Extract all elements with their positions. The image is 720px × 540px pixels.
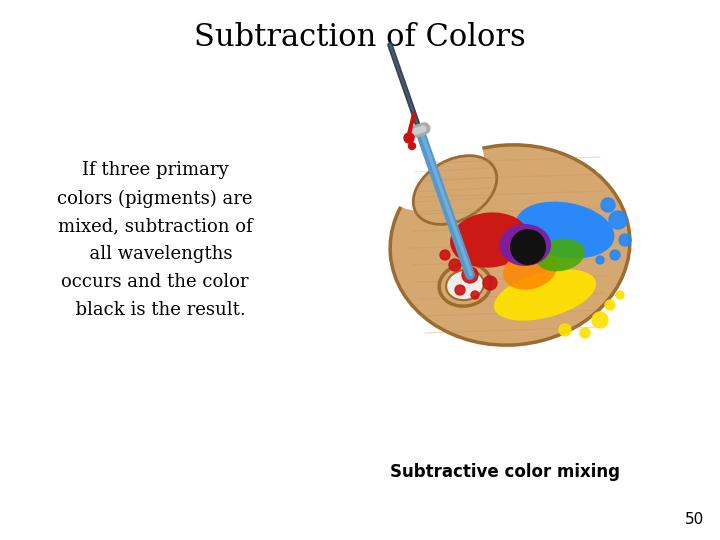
Circle shape [605, 300, 615, 310]
Ellipse shape [376, 119, 484, 211]
Text: Subtractive color mixing: Subtractive color mixing [390, 463, 620, 481]
Text: If three primary
colors (pigments) are
mixed, subtraction of
  all wavelengths
o: If three primary colors (pigments) are m… [58, 161, 253, 319]
Circle shape [471, 291, 479, 299]
Circle shape [510, 229, 546, 265]
Circle shape [596, 256, 604, 264]
Circle shape [619, 234, 631, 246]
Ellipse shape [446, 270, 484, 300]
Ellipse shape [535, 239, 585, 271]
Ellipse shape [439, 264, 491, 306]
Circle shape [449, 259, 461, 271]
Circle shape [440, 250, 450, 260]
Circle shape [408, 143, 415, 150]
Circle shape [559, 324, 571, 336]
Ellipse shape [494, 269, 596, 321]
Ellipse shape [450, 212, 530, 268]
Ellipse shape [503, 251, 557, 289]
Circle shape [462, 267, 478, 283]
Circle shape [404, 133, 414, 143]
Circle shape [616, 291, 624, 299]
Circle shape [609, 211, 627, 229]
Circle shape [592, 312, 608, 328]
Text: 50: 50 [685, 512, 705, 528]
Circle shape [601, 198, 615, 212]
Text: Subtraction of Colors: Subtraction of Colors [194, 22, 526, 52]
Circle shape [455, 285, 465, 295]
Ellipse shape [516, 201, 614, 259]
Circle shape [580, 328, 590, 338]
Ellipse shape [413, 156, 497, 224]
Ellipse shape [390, 145, 630, 345]
Ellipse shape [499, 224, 551, 266]
Circle shape [483, 276, 497, 290]
Circle shape [610, 250, 620, 260]
